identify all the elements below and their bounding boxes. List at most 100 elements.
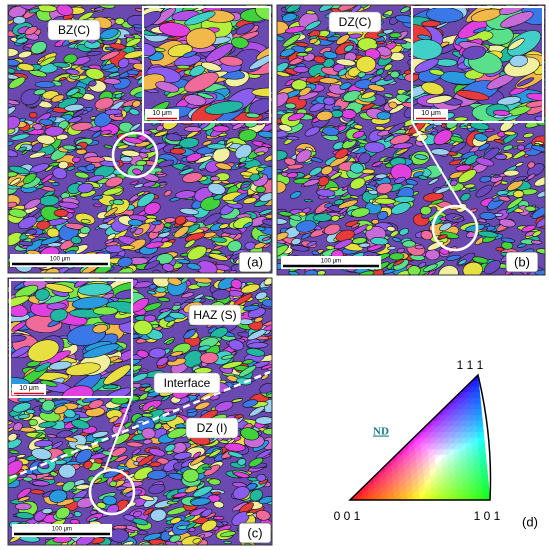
grain [121,540,134,545]
grain [194,155,213,164]
grain [332,105,342,110]
grain [437,234,448,240]
grain [498,218,516,228]
grain [262,428,272,436]
grain [261,364,272,370]
grain [175,190,196,199]
ipf-cell [481,482,490,489]
grain [246,512,254,516]
grain [249,54,270,70]
grain [186,408,197,413]
grain [8,460,23,476]
grain [457,169,477,183]
grain [342,138,357,149]
grain [73,280,92,288]
grain [208,449,222,458]
grain [231,122,245,130]
grain [392,237,401,242]
grain [103,144,113,149]
grain [317,176,330,187]
panel-label: (c) [247,525,262,540]
grain [143,507,154,516]
grain [390,70,400,79]
grain [405,179,418,186]
grain [114,93,123,99]
grain [10,295,30,309]
panel-label: (a) [247,254,263,269]
grain [350,222,361,229]
grain [298,211,307,217]
grain [62,144,77,151]
grain [45,165,54,172]
grain [454,215,463,219]
grain [179,207,199,215]
grain [163,270,172,273]
grain [390,202,411,215]
grain [103,78,121,85]
grain [316,188,336,197]
grain [142,438,153,445]
grain [506,197,524,210]
grain [247,342,269,349]
grain [233,471,250,479]
grain [289,214,302,221]
grain [71,121,93,131]
grain [27,228,38,235]
grain [82,343,120,359]
grain [425,249,440,261]
grain [522,132,534,138]
grain [14,502,32,511]
grain [513,176,527,182]
grain [18,146,28,152]
grain [111,446,127,457]
grain [279,48,295,57]
grain [386,226,396,232]
grain [256,226,266,231]
grain [159,308,171,313]
grain [479,175,492,183]
grain [500,237,516,243]
grain [117,256,133,268]
grain [430,199,444,205]
grain [131,448,142,456]
grain [155,81,180,93]
grain [64,103,85,112]
scale-label: 100 μm [50,257,70,263]
grain [142,181,156,188]
ipf-cell [479,453,487,461]
grain [102,384,119,390]
grain [103,364,132,385]
grain [210,236,227,243]
grain [284,157,296,166]
grain [221,361,243,369]
grain [458,259,467,266]
grain [164,443,176,452]
grain [58,463,76,479]
grain [337,68,348,77]
grain [101,63,116,71]
grain [450,222,459,227]
grain [109,43,127,50]
grain [527,173,536,180]
ipf-cell [471,380,480,387]
grain [94,458,104,464]
grain [286,172,299,179]
grain [182,468,200,483]
grain [46,434,58,438]
grain [173,225,190,239]
grain [61,385,94,397]
grain [204,295,215,301]
zone-label-bg [188,304,242,326]
grain [63,53,78,64]
ipf-corner: 1 1 1 [457,358,484,372]
grain [388,122,406,134]
grain [64,436,78,443]
grain [162,227,172,233]
grain [330,215,340,222]
grain [148,483,166,495]
grain [207,182,226,195]
grain [114,455,128,463]
grain [262,299,272,308]
grain [152,269,162,273]
